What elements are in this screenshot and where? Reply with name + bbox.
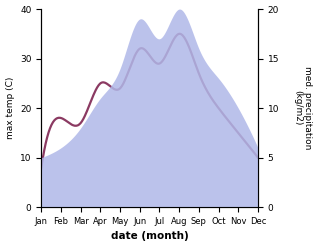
Y-axis label: med. precipitation
(kg/m2): med. precipitation (kg/m2) — [293, 66, 313, 150]
X-axis label: date (month): date (month) — [111, 231, 189, 242]
Y-axis label: max temp (C): max temp (C) — [5, 77, 15, 139]
